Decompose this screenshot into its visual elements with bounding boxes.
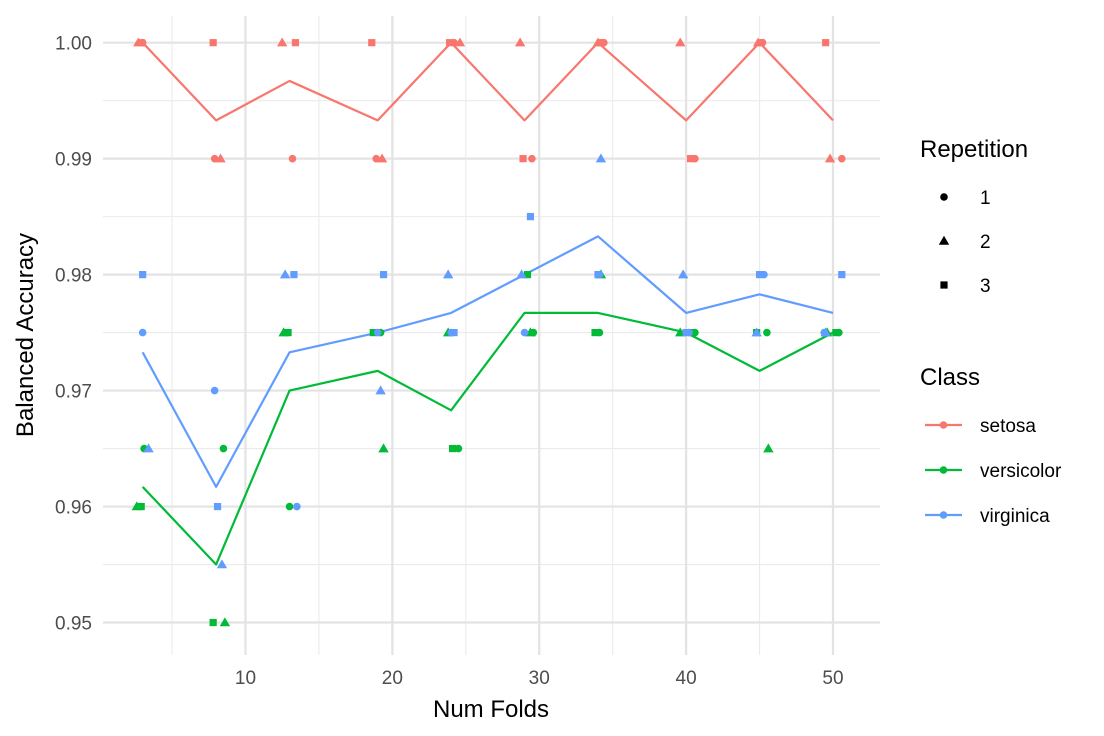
point-versicolor-rep3 [137, 502, 145, 511]
point-virginica-rep2 [375, 385, 386, 395]
point-virginica-rep2 [143, 443, 154, 453]
point-virginica-rep3 [755, 271, 764, 279]
x-tick-label: 20 [382, 668, 403, 689]
legend-class-dot-setosa [939, 421, 948, 429]
line-virginica [141, 235, 834, 488]
y-tick-label: 0.98 [55, 266, 92, 287]
series-lines [141, 41, 834, 566]
point-virginica-rep3 [838, 271, 846, 279]
point-versicolor-rep2 [763, 443, 774, 453]
point-virginica-rep2 [595, 153, 607, 163]
point-setosa-rep3 [209, 39, 217, 47]
y-tick-label: 0.96 [55, 498, 92, 519]
point-virginica-rep3 [526, 213, 535, 221]
point-setosa-rep2 [824, 153, 836, 163]
point-versicolor-rep2 [378, 443, 389, 453]
legend-repetition-label: 2 [980, 232, 991, 253]
y-axis-title: Balanced Accuracy [12, 233, 39, 437]
point-virginica-rep2 [820, 327, 831, 337]
point-virginica-rep3 [379, 271, 388, 279]
point-virginica-rep3 [594, 271, 602, 279]
point-virginica-rep2 [442, 269, 454, 279]
point-setosa-rep1 [838, 154, 846, 163]
point-virginica-rep3 [290, 271, 298, 279]
point-versicolor-rep3 [591, 329, 599, 337]
point-virginica-rep2 [216, 559, 228, 569]
point-setosa-rep3 [519, 155, 527, 163]
point-virginica-rep2 [751, 327, 762, 337]
point-virginica-rep2 [279, 269, 291, 279]
legend-repetition-key-1 [940, 193, 948, 201]
point-setosa-rep3 [597, 39, 605, 47]
point-versicolor-rep3 [369, 329, 377, 337]
point-virginica-rep2 [677, 269, 689, 279]
legend-repetition-title: Repetition [920, 136, 1028, 163]
point-setosa-rep2 [215, 153, 226, 163]
point-setosa-rep1 [528, 154, 536, 163]
point-setosa-rep3 [757, 39, 765, 47]
point-virginica-rep2 [516, 269, 527, 279]
point-setosa-rep3 [446, 39, 454, 47]
legend-class-label: versicolor [980, 461, 1062, 482]
point-versicolor-rep2 [219, 617, 231, 627]
point-versicolor-rep1 [454, 444, 463, 453]
y-tick-label: 0.99 [55, 150, 92, 171]
point-virginica-rep1 [373, 328, 382, 337]
point-versicolor-rep1 [285, 502, 294, 511]
point-virginica-rep1 [520, 328, 529, 337]
point-virginica-rep1 [138, 328, 147, 337]
point-versicolor-rep3 [832, 329, 840, 337]
point-virginica-rep1 [210, 386, 219, 395]
point-virginica-rep1 [293, 502, 301, 511]
point-virginica-rep3 [450, 329, 458, 337]
point-setosa-rep3 [137, 39, 145, 47]
x-tick-label: 10 [235, 668, 256, 689]
y-tick-label: 0.97 [55, 382, 92, 403]
legend-class-dot-virginica [939, 511, 948, 519]
point-virginica-rep3 [682, 329, 690, 337]
legend-class-label: setosa [980, 416, 1036, 437]
legend-class-title: Class [920, 364, 980, 391]
legend-class: Class setosa versicolor virginica [920, 364, 1062, 527]
y-tick-label: 1.00 [55, 34, 92, 55]
point-setosa-rep2 [514, 37, 526, 47]
x-tick-label: 30 [529, 668, 550, 689]
x-tick-label: 40 [676, 668, 697, 689]
point-setosa-rep3 [686, 155, 695, 163]
x-tick-label: 50 [822, 668, 843, 689]
point-versicolor-rep1 [763, 328, 771, 337]
line-setosa [141, 41, 834, 122]
point-setosa-rep2 [376, 153, 388, 163]
point-setosa-rep2 [276, 37, 288, 47]
legend-repetition-key-2 [938, 235, 950, 245]
legend-repetition-key-3 [940, 281, 948, 289]
point-virginica-rep3 [213, 502, 222, 511]
legend-class-label: virginica [980, 506, 1050, 527]
point-versicolor-rep3 [284, 329, 292, 337]
point-versicolor-rep3 [448, 444, 457, 453]
point-versicolor-rep3 [209, 618, 217, 627]
x-axis-title: Num Folds [433, 696, 549, 723]
point-versicolor-rep3 [523, 271, 532, 279]
legend-class-dot-versicolor [939, 466, 948, 474]
legend-repetition-label: 1 [980, 188, 991, 209]
x-axis-tick-labels: 10 20 30 40 50 [235, 668, 844, 689]
point-setosa-rep3 [822, 39, 830, 47]
legend-repetition-label: 3 [980, 276, 991, 297]
point-setosa-rep3 [291, 39, 300, 47]
y-axis-tick-labels: 0.95 0.96 0.97 0.98 0.99 1.00 [55, 34, 92, 635]
y-tick-label: 0.95 [55, 614, 92, 635]
point-setosa-rep2 [454, 37, 466, 47]
line-versicolor [141, 311, 834, 566]
series-points [131, 37, 846, 627]
point-setosa-rep1 [288, 154, 297, 163]
point-virginica-rep3 [139, 271, 147, 279]
legend-repetition: Repetition 1 2 3 [920, 136, 1028, 297]
point-setosa-rep2 [675, 37, 686, 47]
point-setosa-rep3 [368, 39, 376, 47]
point-versicolor-rep1 [219, 444, 228, 453]
